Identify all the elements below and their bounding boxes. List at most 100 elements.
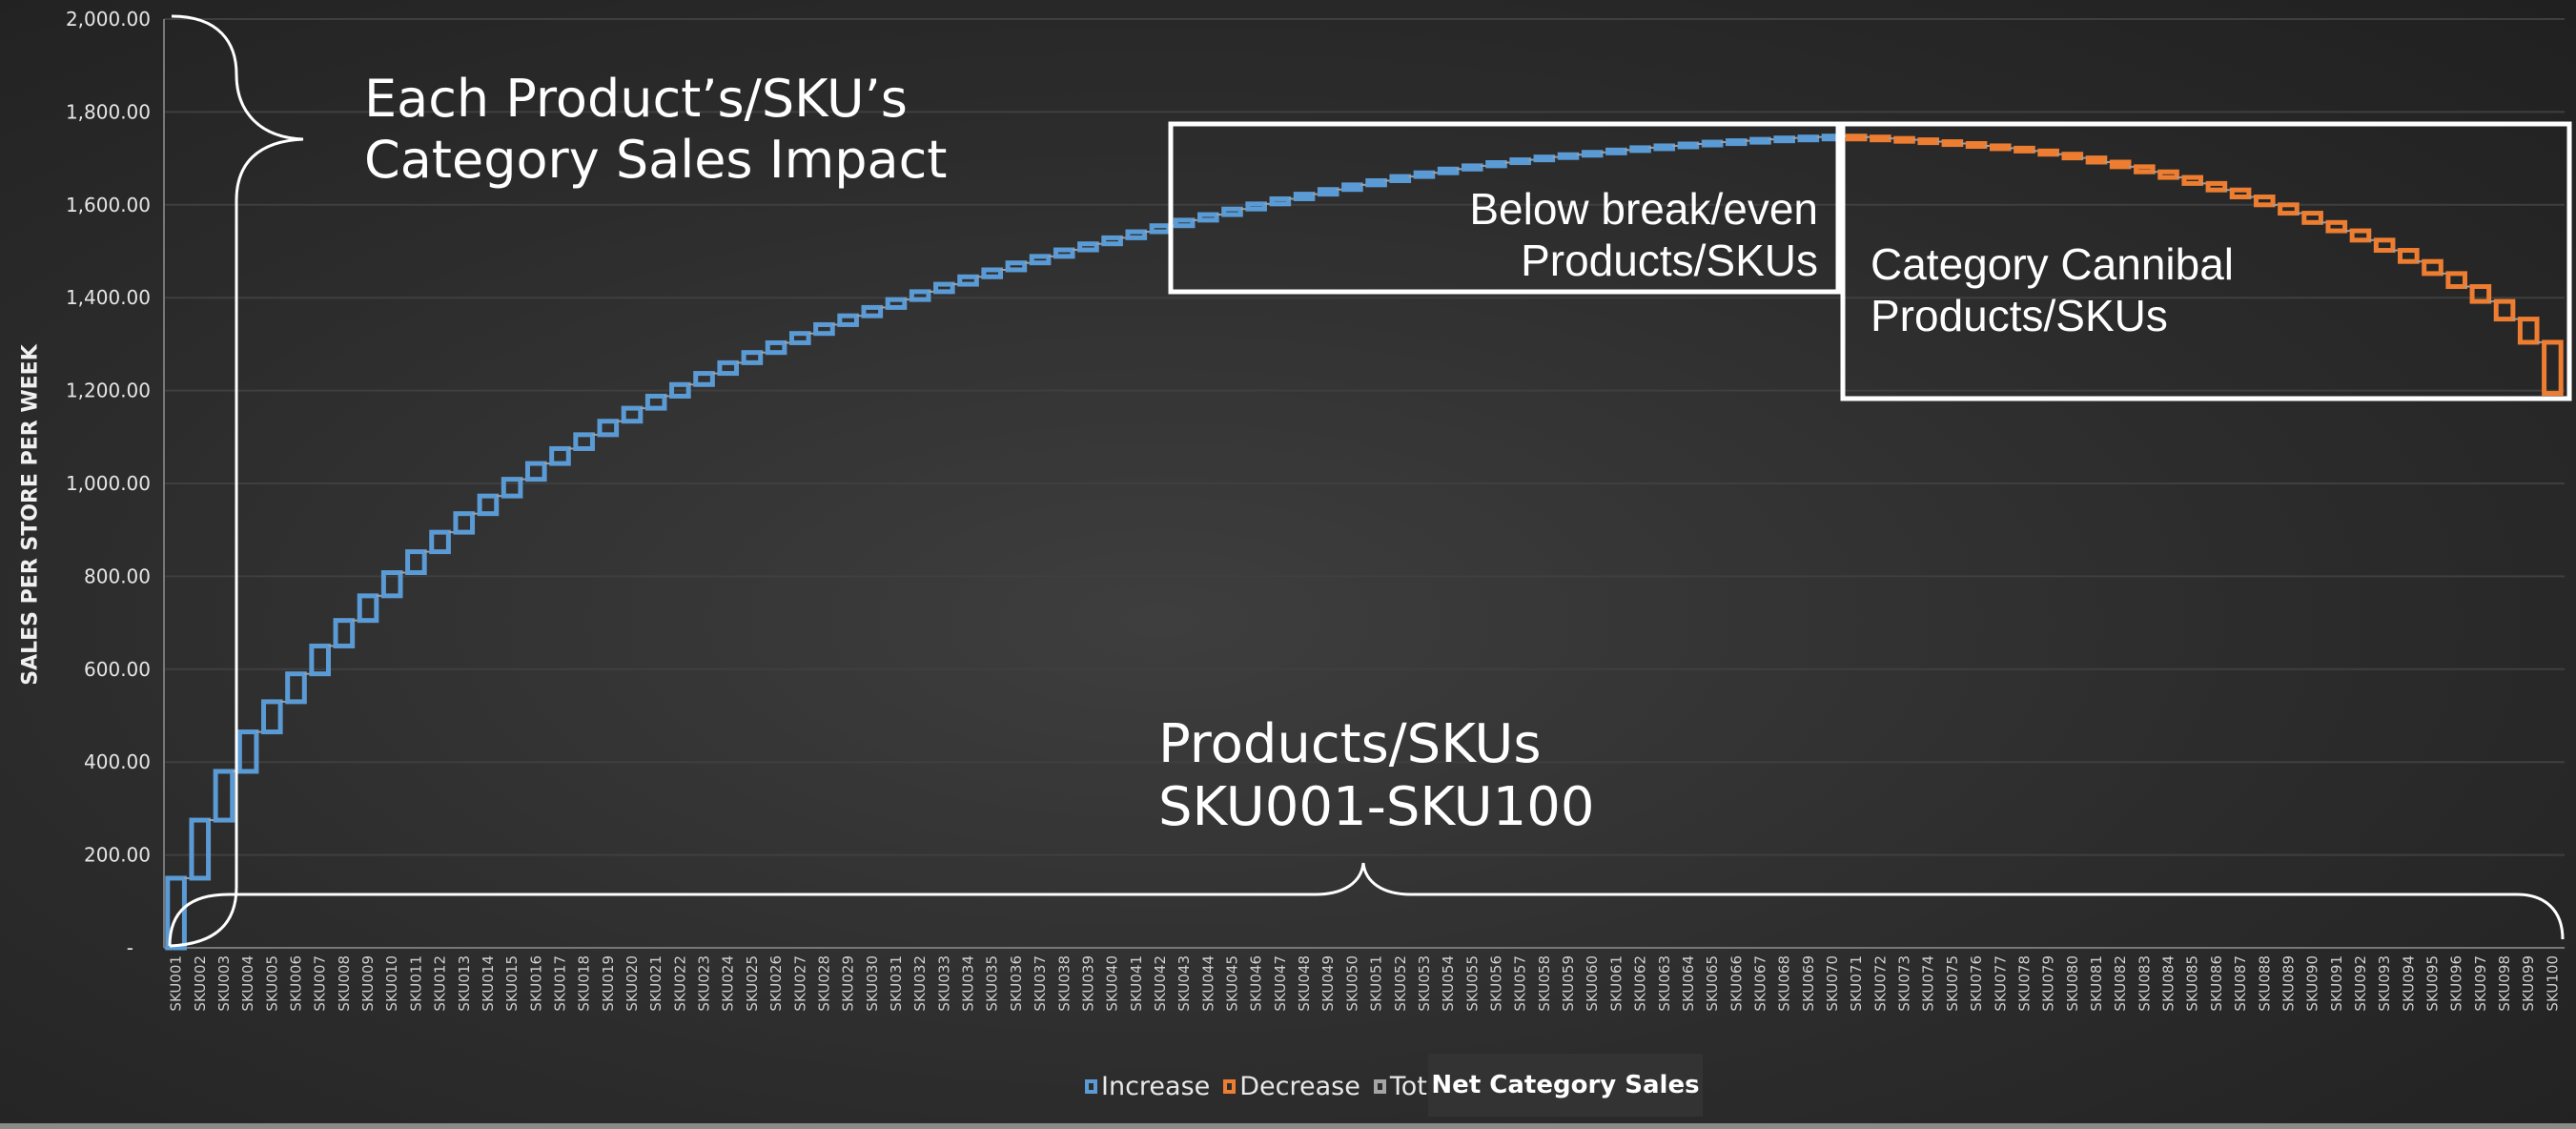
tooltip: Net Category Sales [1428,1054,1703,1117]
x-tick-label: SKU016 [527,955,544,1012]
waterfall-bar [1005,260,1028,273]
y-tick-label: 600.00 [84,658,151,681]
waterfall-bar [1773,135,1795,144]
legend-label: Increase [1101,1072,1211,1101]
waterfall-bar [2493,298,2516,322]
waterfall-bar [1077,241,1099,253]
x-tick-label: SKU039 [1079,955,1096,1012]
waterfall-bar [741,350,764,365]
x-tick-label: SKU005 [263,955,280,1012]
x-tick-label: SKU066 [1728,955,1745,1012]
x-tick-label: SKU051 [1368,955,1385,1012]
annotation-line: Products/SKUs [1521,236,1818,286]
waterfall-bar [309,643,331,677]
x-tick-label: SKU047 [1272,955,1289,1012]
waterfall-bar [189,817,212,881]
x-tick-label: SKU071 [1848,955,1865,1012]
x-tick-label: SKU008 [336,955,353,1012]
x-tick-label: SKU038 [1055,955,1073,1012]
x-tick-label: SKU099 [2520,955,2537,1012]
waterfall-bar [1629,145,1651,154]
x-tick-label: SKU041 [1128,955,1145,1012]
waterfall-bar [2134,164,2156,174]
y-tick-label: 800.00 [84,564,151,587]
waterfall-bar [357,593,379,624]
waterfall-bar [1725,138,1748,147]
y-tick-label: 400.00 [84,750,151,773]
waterfall-bar [213,769,235,823]
x-tick-label: SKU020 [624,955,641,1012]
x-tick-label: SKU015 [503,955,521,1012]
x-tick-label: SKU100 [2544,955,2561,1012]
waterfall-bar [1413,170,1436,179]
x-tick-label: SKU019 [600,955,617,1012]
legend-increase[interactable]: Increase [1085,1072,1210,1101]
x-tick-label: SKU033 [935,955,952,1012]
x-tick-label: SKU018 [576,955,593,1012]
x-tick-label: SKU050 [1343,955,1360,1012]
x-tick-label: SKU075 [1944,955,1961,1012]
waterfall-bar [621,405,644,424]
waterfall-bar [1917,137,1940,146]
x-tick-label: SKU058 [1536,955,1553,1012]
x-tick-label: SKU069 [1800,955,1817,1012]
x-tick-label: SKU072 [1871,955,1889,1012]
legend-decrease[interactable]: Decrease [1223,1072,1360,1101]
waterfall-bar [1533,154,1556,163]
waterfall-bar [2469,284,2492,304]
x-tick-label: SKU098 [2496,955,2513,1012]
waterfall-bar [1101,235,1123,247]
waterfall-bar [524,461,547,482]
x-tick-label: SKU061 [1607,955,1625,1012]
waterfall-bar [1221,206,1243,217]
x-tick-label: SKU053 [1416,955,1433,1012]
x-tick-label: SKU013 [456,955,473,1012]
waterfall-bar [1653,143,1676,152]
waterfall-bar [693,371,715,387]
waterfall-bar [405,549,427,576]
x-tick-label: SKU007 [312,955,329,1012]
y-tick-label: 2,000.00 [66,8,151,31]
waterfall-bar [2422,258,2443,277]
annotation-line: Category Cannibal [1871,239,2235,289]
waterfall-bar [1581,150,1604,158]
waterfall-bar [1677,141,1700,150]
waterfall-bar [285,671,307,705]
waterfall-bar [2061,152,2084,161]
waterfall-bar [933,281,955,295]
x-tick-label: SKU048 [1296,955,1313,1012]
x-tick-label: SKU087 [2232,955,2249,1012]
waterfall-bar [1437,166,1460,175]
annotation-line: Category Sales Impact [364,129,948,190]
waterfall-bar [429,529,451,555]
cannibal-box-annotation: Category Cannibal Products/SKUs [1871,238,2234,342]
x-tick-label: SKU052 [1392,955,1409,1012]
x-tick-label: SKU025 [744,955,761,1012]
x-tick-label: SKU031 [888,955,905,1012]
waterfall-bar [549,445,571,466]
x-tick-label: SKU090 [2304,955,2321,1012]
waterfall-bar [2349,228,2372,243]
breakeven-box-annotation: Below break/even Products/SKUs [1170,183,1818,287]
left-brace [169,14,304,948]
x-tick-label: SKU027 [791,955,808,1012]
waterfall-bar [1870,134,1891,143]
x-tick-label: SKU094 [2400,955,2417,1012]
x-tick-label: SKU029 [840,955,857,1012]
waterfall-bar [165,875,187,951]
x-tick-label: SKU017 [551,955,568,1012]
waterfall-bar [1701,139,1724,148]
waterfall-bar [2278,202,2300,216]
x-tick-label: SKU096 [2448,955,2465,1012]
waterfall-bar [1461,163,1483,172]
waterfall-bar [1605,147,1627,155]
waterfall-bar [2157,169,2179,180]
waterfall-bar [2109,159,2132,170]
y-axis-label: SALES PER STORE PER WEEK [18,344,43,686]
waterfall-bar [1053,247,1075,259]
waterfall-bar [1197,212,1219,223]
waterfall-bar [236,729,259,774]
x-tick-label: SKU070 [1824,955,1841,1012]
y-tick-label: - [127,936,133,959]
waterfall-bar [717,359,740,377]
